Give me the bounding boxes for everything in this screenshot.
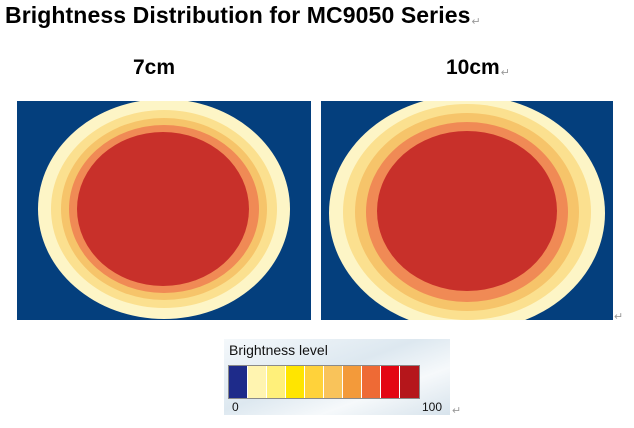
heatmap-7cm (17, 101, 311, 320)
legend-swatch (267, 366, 286, 398)
panel-label-7cm: 7cm (133, 56, 176, 79)
legend-swatch (305, 366, 324, 398)
legend-swatches (228, 365, 420, 399)
legend-min-label: 0 (232, 400, 239, 414)
legend-max-label: 100 (422, 400, 443, 414)
legend-swatch (229, 366, 248, 398)
legend-swatch (400, 366, 419, 398)
brightness-legend: Brightness level 0 100 (224, 339, 450, 415)
heatmap-10cm (321, 101, 613, 320)
legend-swatch (362, 366, 381, 398)
legend-swatch (381, 366, 400, 398)
legend-swatch (248, 366, 267, 398)
page-title: Brightness Distribution for MC9050 Serie… (5, 2, 481, 28)
legend-swatch (286, 366, 305, 398)
paragraph-mark: ↵ (614, 311, 624, 323)
legend-swatch (324, 366, 343, 398)
legend-title: Brightness level (229, 342, 328, 358)
paragraph-mark: ↵ (452, 405, 462, 417)
legend-swatch (343, 366, 362, 398)
heatmap-core (377, 131, 557, 291)
panel-label-10cm: 10cm↵ (446, 56, 510, 79)
heatmap-core (77, 132, 249, 286)
